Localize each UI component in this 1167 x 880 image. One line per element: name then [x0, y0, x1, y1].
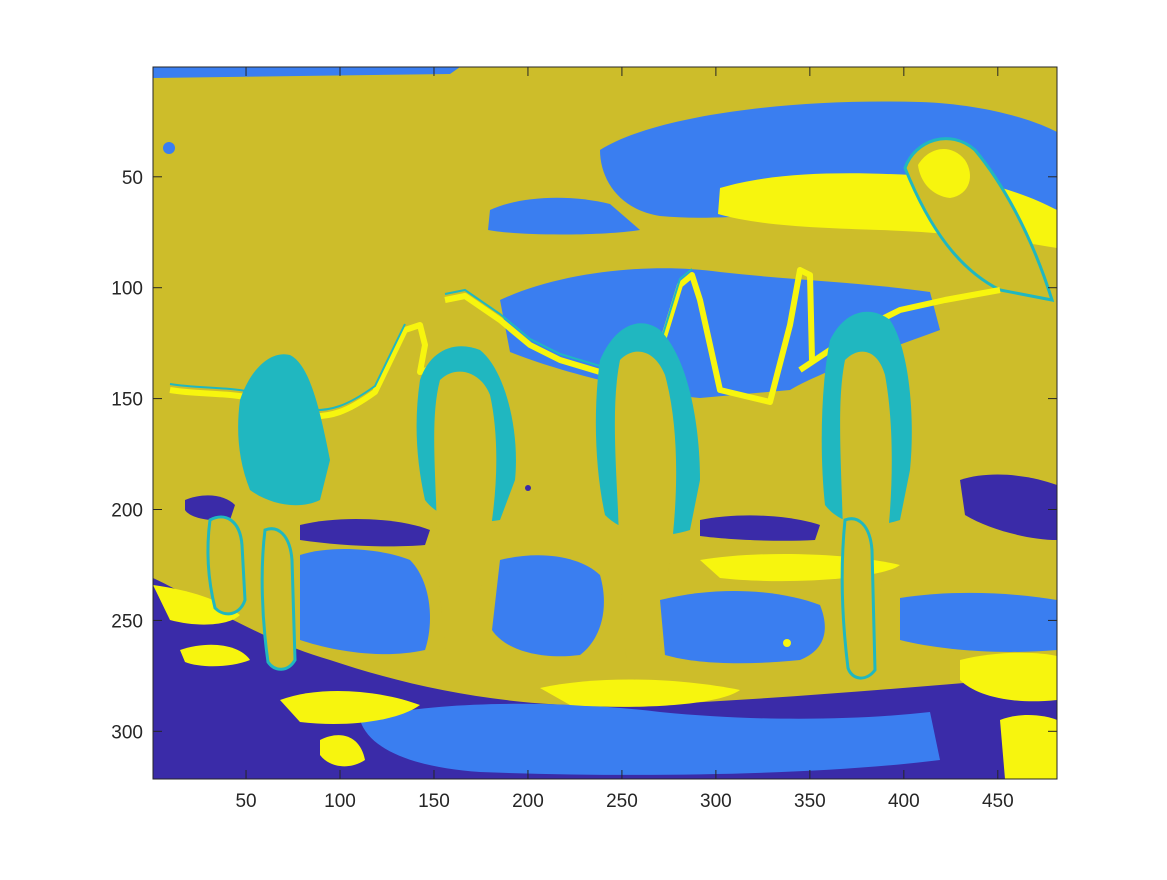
x-tick-label: 150 — [418, 791, 450, 812]
x-tick-label: 400 — [888, 791, 920, 812]
y-tick-label: 200 — [111, 501, 143, 522]
y-axis-ticks — [153, 176, 1057, 732]
region-ground-blue-center — [492, 555, 604, 657]
region-ground-blue-left — [300, 548, 430, 655]
x-tick-label: 200 — [512, 791, 544, 812]
axes-frame — [152, 66, 1058, 780]
y-tick-label: 150 — [111, 390, 143, 411]
region-ground-dark-bands — [185, 474, 1057, 547]
region-dot — [525, 485, 531, 491]
region-ground-blue-bottom — [360, 703, 940, 775]
region-ground-blue-right — [660, 590, 825, 664]
y-tick-label: 300 — [111, 722, 143, 743]
x-tick-label: 450 — [982, 791, 1014, 812]
region-ground-yellow — [153, 553, 1057, 779]
x-axis-ticks — [245, 67, 999, 779]
x-tick-label: 300 — [700, 791, 732, 812]
region-dot — [783, 639, 791, 647]
x-tick-label: 50 — [235, 791, 256, 812]
region-sky-top-edge — [153, 67, 460, 78]
heatmap-image — [153, 67, 1057, 779]
region-dot — [163, 142, 175, 154]
y-axis-tick-labels: 50 100 150 200 250 300 — [111, 168, 143, 744]
region-sky-band-left — [488, 197, 640, 235]
region-legs — [206, 515, 877, 680]
y-tick-label: 100 — [111, 279, 143, 300]
region-upper-right-highlight — [918, 149, 970, 198]
region-ground-blue-far — [900, 592, 1057, 652]
y-tick-label: 50 — [122, 168, 143, 189]
x-axis-tick-labels: 50 100 150 200 250 300 350 400 450 — [235, 791, 1013, 812]
x-tick-label: 350 — [794, 791, 826, 812]
y-tick-label: 250 — [111, 611, 143, 632]
x-tick-label: 100 — [324, 791, 356, 812]
x-tick-label: 250 — [606, 791, 638, 812]
